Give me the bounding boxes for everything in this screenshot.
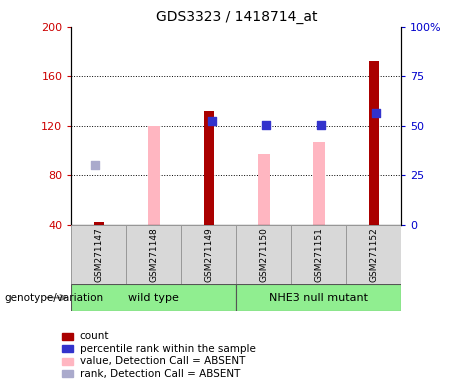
Bar	[126, 225, 181, 284]
Point	[91, 162, 98, 169]
Bar	[181, 225, 236, 284]
Bar	[94, 222, 104, 225]
Text: percentile rank within the sample: percentile rank within the sample	[80, 344, 256, 354]
Bar	[62, 346, 73, 353]
Bar	[71, 225, 126, 284]
Bar	[258, 154, 270, 225]
Point	[372, 110, 380, 116]
Bar	[62, 333, 73, 340]
Bar	[62, 358, 73, 365]
Text: GSM271148: GSM271148	[149, 227, 159, 282]
Bar	[291, 225, 346, 284]
Bar	[313, 142, 325, 225]
Title: GDS3323 / 1418714_at: GDS3323 / 1418714_at	[155, 10, 317, 25]
Text: value, Detection Call = ABSENT: value, Detection Call = ABSENT	[80, 356, 245, 366]
Bar	[346, 225, 401, 284]
Text: GSM271147: GSM271147	[95, 227, 103, 282]
Point	[263, 121, 270, 127]
Bar	[148, 126, 160, 225]
Bar	[369, 61, 378, 225]
Bar	[204, 111, 214, 225]
Text: count: count	[80, 331, 109, 341]
Text: GSM271151: GSM271151	[314, 227, 323, 282]
Text: GSM271150: GSM271150	[259, 227, 268, 282]
Point	[208, 118, 215, 124]
Bar	[71, 284, 236, 311]
Bar	[62, 371, 73, 377]
Text: GSM271152: GSM271152	[369, 227, 378, 282]
Point	[318, 121, 325, 127]
Bar	[236, 225, 291, 284]
Text: rank, Detection Call = ABSENT: rank, Detection Call = ABSENT	[80, 369, 240, 379]
Text: genotype/variation: genotype/variation	[5, 293, 104, 303]
Text: wild type: wild type	[129, 293, 179, 303]
Text: GSM271149: GSM271149	[204, 227, 213, 282]
Text: NHE3 null mutant: NHE3 null mutant	[269, 293, 368, 303]
Bar	[236, 284, 401, 311]
